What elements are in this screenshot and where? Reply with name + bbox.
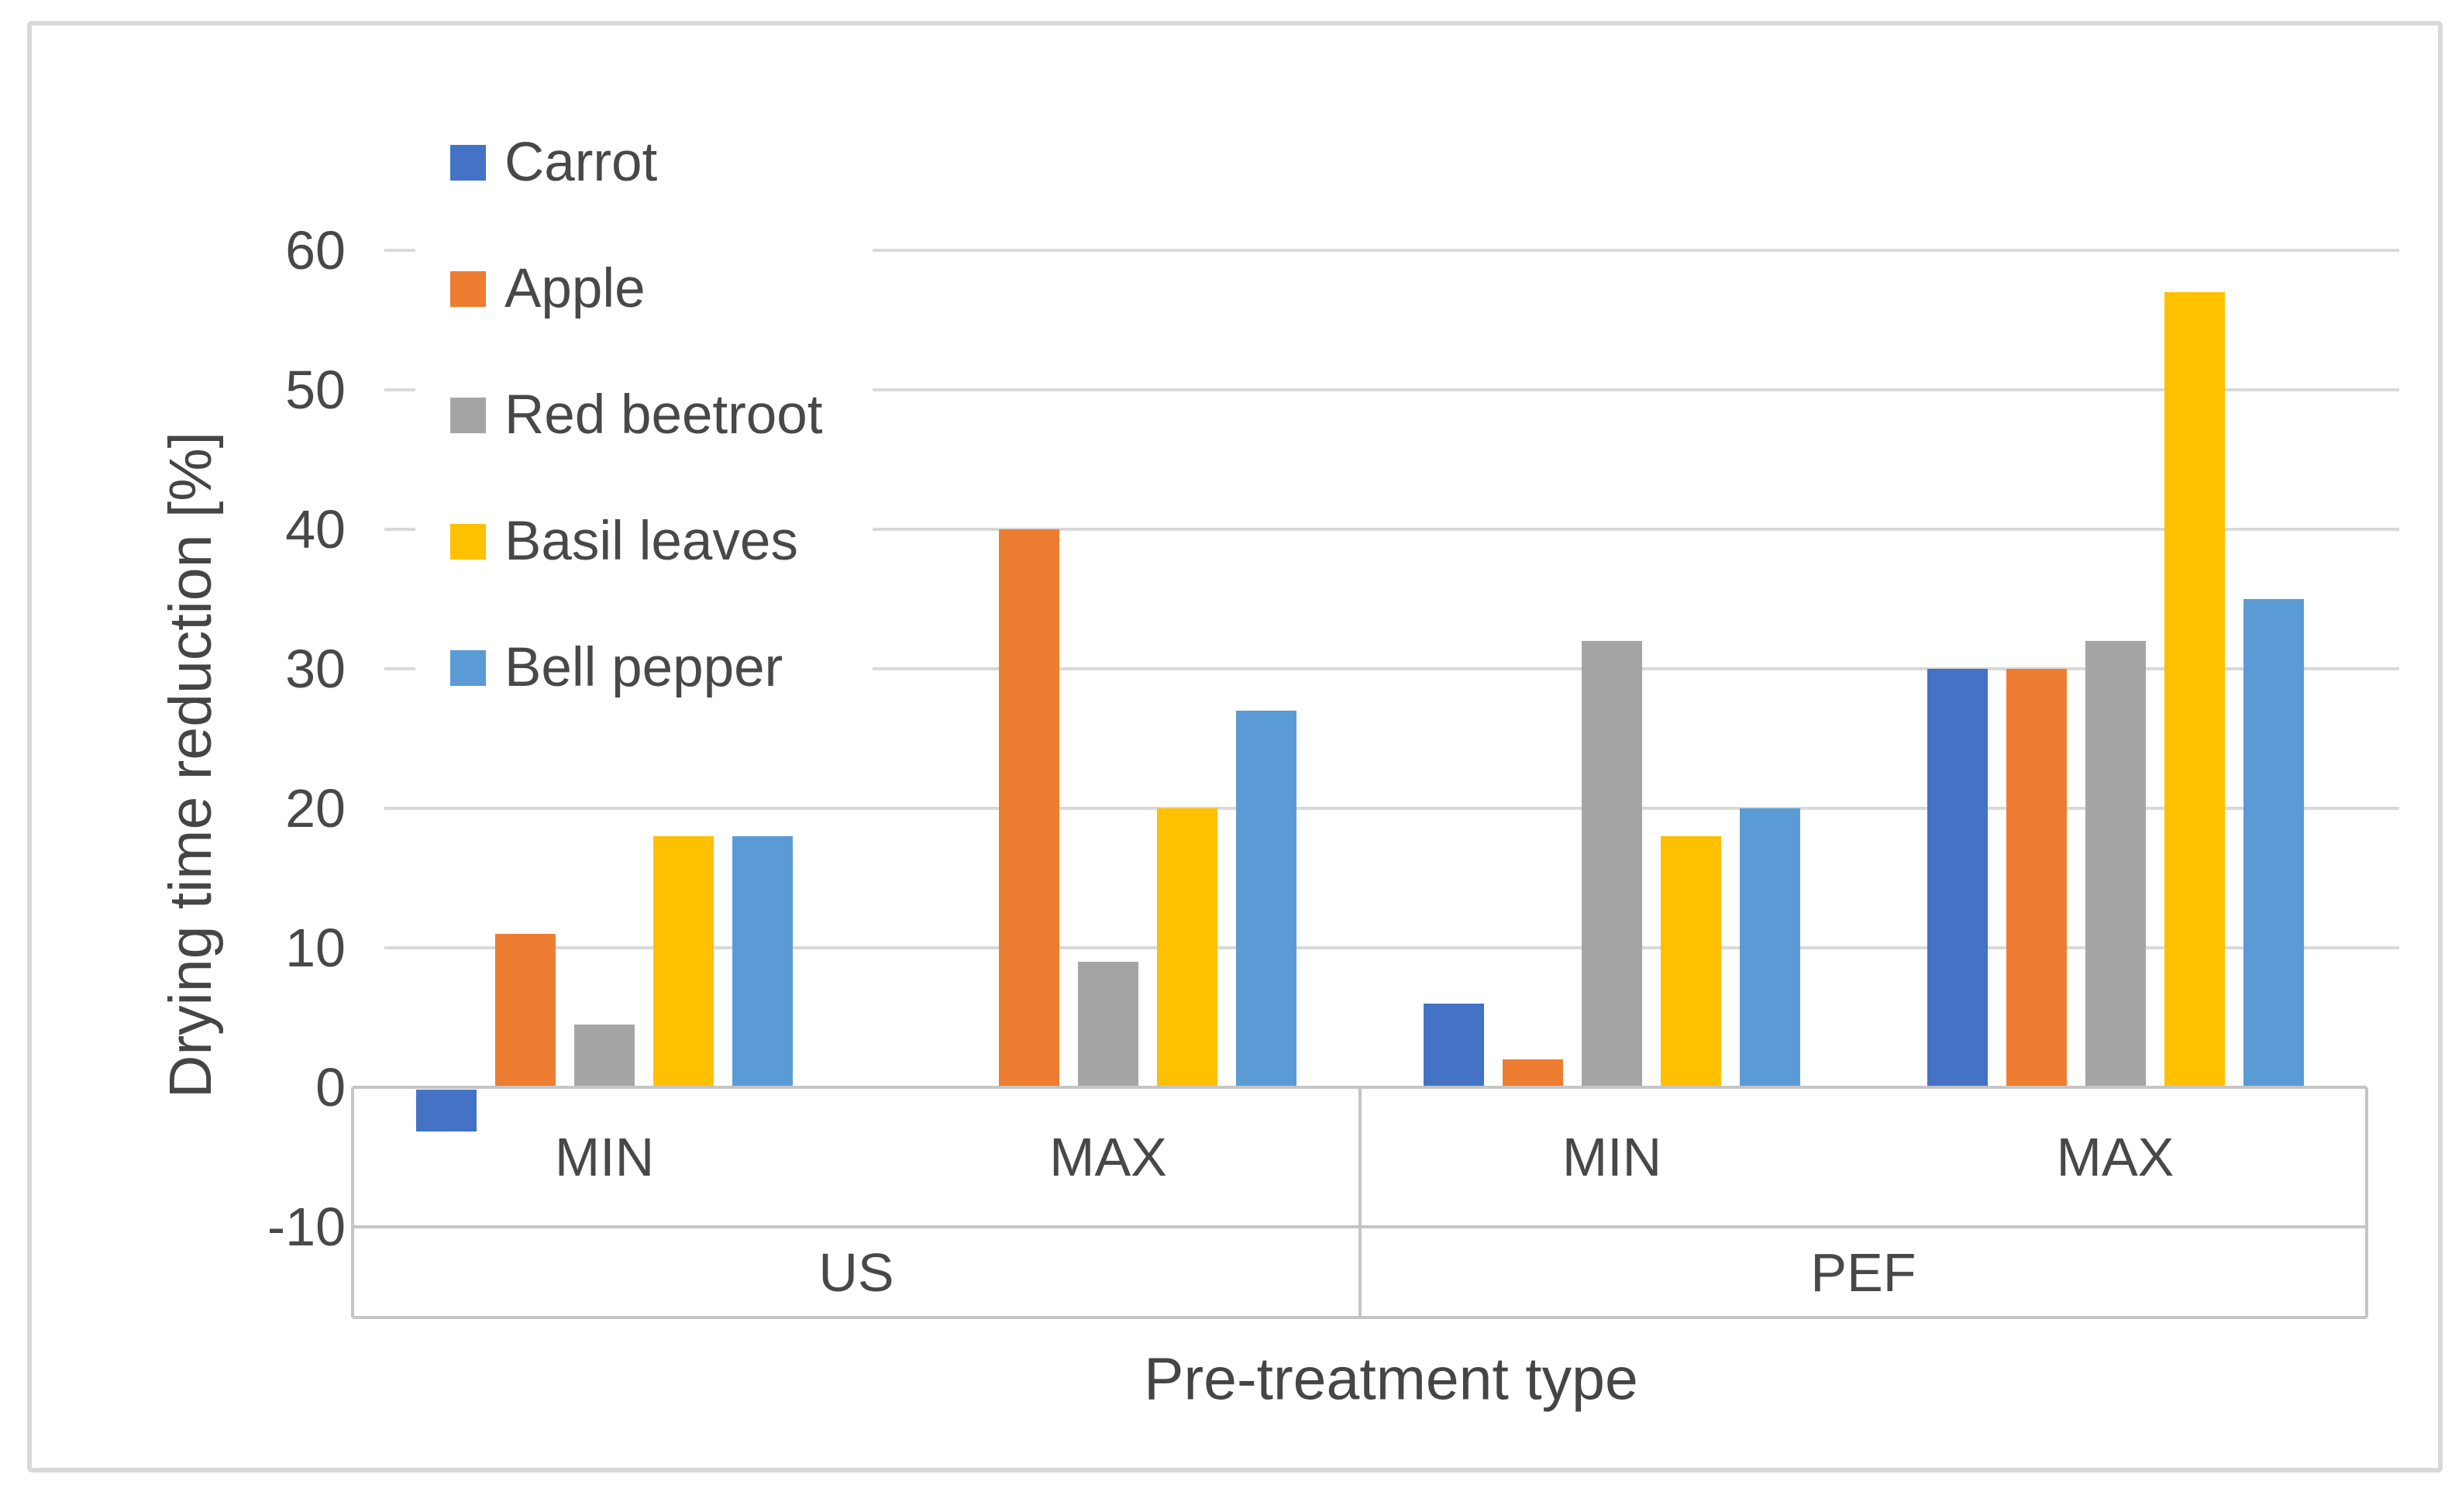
bar-bell-pepper-pef-min [1740, 808, 1800, 1087]
y-tick-label-0: 0 [315, 1057, 346, 1118]
y-tick-label-20: 20 [285, 778, 346, 839]
y-tick-label-10: 10 [285, 918, 346, 978]
legend-label: Apple [504, 258, 646, 319]
bar-carrot-pef-max [1927, 669, 1988, 1087]
legend-label: Carrot [504, 132, 658, 193]
legend-swatch-icon [450, 649, 486, 686]
bar-basil-leaves-us-min [653, 836, 714, 1087]
bar-apple-pef-min [1503, 1059, 1563, 1087]
legend-item-apple: Apple [415, 226, 873, 352]
bar-basil-leaves-pef-max [2164, 292, 2225, 1087]
y-gridline-50 [384, 388, 2399, 391]
bar-apple-us-min [495, 934, 556, 1087]
bar-apple-pef-max [2006, 669, 2067, 1087]
bar-apple-us-max [999, 529, 1059, 1087]
legend-label: Bell pepper [504, 637, 783, 698]
bar-red-beetroot-pef-min [1582, 641, 1642, 1087]
table-bottom-line [353, 1316, 2367, 1319]
y-tick-label-60: 60 [285, 220, 346, 281]
x-axis-title: Pre-treatment type [1144, 1345, 1638, 1413]
treatment-label-us: US [818, 1242, 894, 1303]
bar-bell-pepper-us-max [1236, 711, 1296, 1087]
y-tick-label--10: -10 [267, 1197, 346, 1257]
legend: Carrot Apple Red beetroot Basil leaves Bell … [415, 99, 873, 731]
bar-red-beetroot-us-max [1078, 962, 1138, 1087]
y-tick-label-30: 30 [285, 639, 346, 699]
bar-bell-pepper-us-min [732, 836, 793, 1087]
legend-item-red-beetroot: Red beetroot [415, 352, 873, 478]
legend-label: Red beetroot [504, 384, 823, 446]
bar-basil-leaves-pef-min [1661, 836, 1721, 1087]
legend-swatch-icon [450, 270, 486, 307]
category-label-pef-min: MIN [1562, 1127, 1662, 1187]
y-gridline-10 [384, 946, 2399, 949]
table-left-border [351, 1087, 354, 1317]
category-label-us-max: MAX [1049, 1127, 1167, 1187]
bar-bell-pepper-pef-max [2243, 599, 2304, 1087]
category-label-pef-max: MAX [2056, 1127, 2174, 1187]
legend-item-bell-pepper: Bell pepper [415, 604, 873, 731]
bar-carrot-pef-min [1424, 1004, 1484, 1087]
legend-swatch-icon [450, 144, 486, 181]
chart-frame: Drying time reduction [%] Pre-treatment … [27, 21, 2443, 1472]
bar-carrot-us-min [416, 1090, 477, 1131]
legend-label: Basil leaves [504, 511, 798, 572]
legend-swatch-icon [450, 397, 486, 433]
bar-red-beetroot-us-min [574, 1025, 635, 1087]
bar-basil-leaves-us-max [1157, 808, 1217, 1087]
legend-item-carrot: Carrot [415, 99, 873, 226]
legend-item-basil-leaves: Basil leaves [415, 478, 873, 604]
table-middle-border [1358, 1087, 1362, 1317]
bar-red-beetroot-pef-max [2085, 641, 2146, 1087]
y-gridline-60 [384, 249, 2399, 252]
y-gridline-40 [384, 528, 2399, 531]
treatment-label-pef: PEF [1810, 1242, 1916, 1303]
y-tick-label-50: 50 [285, 360, 346, 420]
y-gridline-30 [384, 667, 2399, 670]
legend-swatch-icon [450, 523, 486, 560]
table-right-border [2365, 1087, 2368, 1317]
y-tick-label-40: 40 [285, 499, 346, 560]
y-gridline-20 [384, 807, 2399, 810]
category-label-us-min: MIN [554, 1127, 655, 1187]
